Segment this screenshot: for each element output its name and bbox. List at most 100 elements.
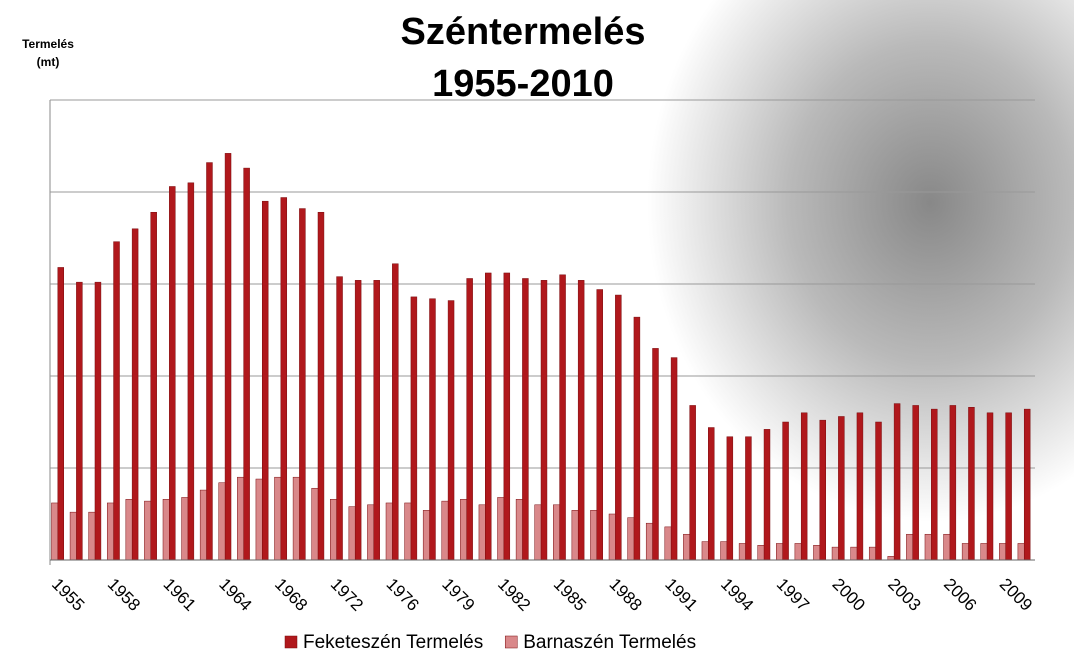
bar (515, 499, 524, 561)
bar (831, 546, 839, 561)
x-tick-label: 1997 (773, 575, 813, 615)
bar (856, 412, 864, 561)
bar (169, 186, 176, 561)
bar (131, 228, 139, 561)
bar (243, 167, 250, 561)
bar (162, 499, 170, 561)
legend-label: Barnaszén Termelés (523, 632, 696, 653)
x-tick-label: 2009 (996, 575, 1036, 615)
x-tick-label: 1955 (48, 575, 88, 615)
x-tick-label: 1988 (606, 575, 646, 615)
bar (404, 502, 412, 561)
bar (422, 510, 431, 561)
bar (1017, 543, 1025, 561)
bar (949, 405, 957, 561)
x-tick-label: 1972 (327, 575, 367, 615)
bar (1023, 408, 1031, 561)
bar (187, 182, 195, 561)
x-tick-label: 1982 (494, 575, 534, 615)
x-tick-label: 2006 (940, 575, 980, 615)
bar (608, 513, 616, 561)
bar (776, 543, 784, 561)
bar (125, 499, 133, 561)
bar (373, 280, 380, 561)
bar (478, 504, 486, 561)
bar (961, 543, 970, 561)
bar (1005, 412, 1012, 561)
bar (615, 294, 622, 561)
bar (354, 280, 362, 561)
bar (106, 502, 115, 561)
bar (689, 405, 696, 561)
bar (670, 357, 678, 561)
bar (485, 272, 492, 561)
bar (819, 419, 826, 561)
bar (206, 162, 213, 561)
bar (385, 502, 393, 561)
bar (76, 281, 83, 561)
legend-swatch (284, 635, 298, 649)
bar (720, 541, 728, 561)
bar (968, 407, 975, 561)
bar (199, 489, 208, 561)
bar (392, 263, 399, 561)
bar (596, 289, 603, 561)
bar (571, 510, 579, 561)
x-tick-label: 2000 (829, 575, 869, 615)
bar (299, 208, 306, 561)
bar (708, 427, 715, 561)
bar (590, 510, 598, 561)
bar (317, 211, 325, 561)
x-tick-label: 1985 (550, 575, 590, 615)
bar (794, 543, 802, 561)
bar (906, 533, 914, 561)
bar (887, 556, 895, 561)
bar (497, 497, 505, 561)
bar (645, 522, 654, 561)
bar (94, 281, 102, 561)
bar (540, 280, 548, 561)
chart-title: Széntermelés (400, 11, 645, 53)
bar (336, 276, 343, 561)
y-axis-label: Termelés (22, 37, 74, 51)
x-tick-label: 1979 (438, 575, 478, 615)
bar (931, 408, 938, 561)
bar (255, 478, 263, 561)
bar (553, 504, 561, 561)
bar (522, 278, 529, 561)
bar (999, 543, 1007, 561)
bar (912, 405, 919, 561)
bar (683, 533, 691, 561)
bar (57, 267, 65, 561)
bar (534, 504, 542, 561)
bar (330, 499, 338, 561)
x-tick-label: 1964 (215, 575, 255, 615)
bar (800, 412, 808, 561)
bar (980, 543, 988, 561)
x-tick-label: 1994 (717, 575, 757, 615)
bar (429, 298, 436, 561)
bar (652, 348, 659, 561)
x-tick-label: 1976 (383, 575, 423, 615)
bar (466, 278, 473, 561)
legend-swatch (504, 635, 518, 649)
bar (348, 506, 356, 561)
bar (664, 526, 672, 561)
bar (311, 487, 319, 561)
bar (745, 436, 752, 561)
bar (224, 153, 232, 561)
x-tick-label: 1968 (271, 575, 311, 615)
bar (280, 197, 288, 561)
bar (503, 272, 511, 561)
bar (868, 546, 877, 561)
bar (875, 421, 882, 561)
bar (150, 211, 157, 561)
bar (893, 403, 901, 561)
bar (813, 545, 821, 561)
bar (410, 296, 418, 561)
bar (367, 504, 375, 561)
bar (577, 280, 585, 561)
bar (274, 476, 282, 561)
bar (447, 300, 455, 561)
